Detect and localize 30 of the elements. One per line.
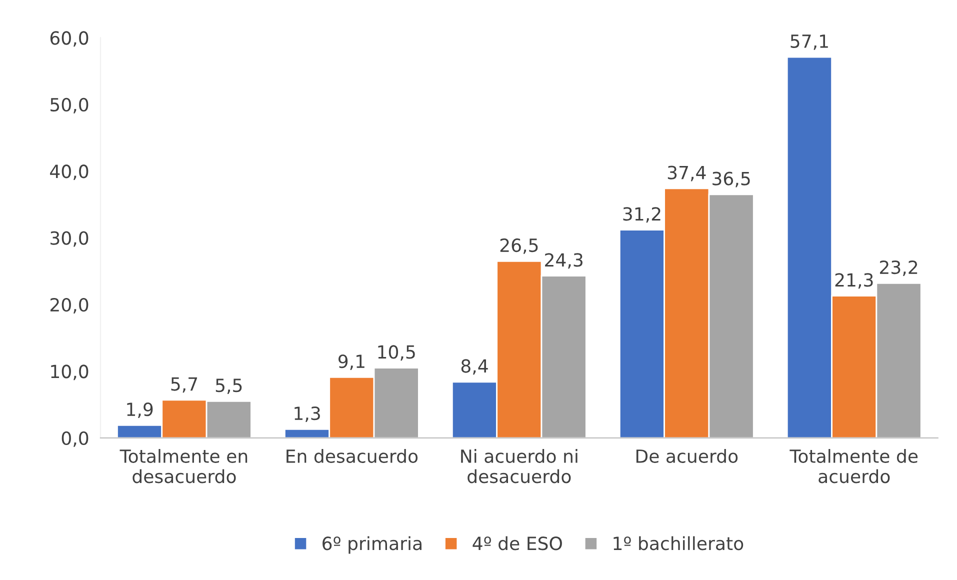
y-tick-label: 20,0 — [50, 298, 88, 314]
data-label: 5,7 — [171, 377, 198, 393]
y-tick-label: 40,0 — [50, 164, 88, 180]
data-label: 57,1 — [790, 34, 828, 50]
y-tick-label: 30,0 — [50, 231, 88, 247]
legend-label: 6º primaria — [322, 536, 422, 554]
legend-label: 4º de ESO — [472, 536, 562, 550]
data-label: 9,1 — [338, 354, 364, 370]
data-label: 10,5 — [378, 345, 415, 361]
data-label: 1,9 — [127, 402, 153, 418]
x-tick-label: Totalmente de acuerdo — [790, 449, 918, 484]
y-tick-label: 50,0 — [50, 98, 88, 114]
y-tick-label: 0,0 — [62, 431, 88, 447]
data-label: 37,4 — [668, 166, 706, 182]
x-tick-label: Ni acuerdo ni desacuerdo — [461, 449, 578, 484]
y-tick-label: 60,0 — [50, 31, 88, 47]
data-label: 21,3 — [835, 273, 873, 289]
data-label: 23,2 — [880, 260, 918, 276]
data-label: 26,5 — [500, 238, 538, 254]
data-label: 24,3 — [545, 253, 582, 269]
data-label: 36,5 — [712, 172, 750, 188]
y-tick-label: 10,0 — [51, 364, 88, 380]
x-tick-label: En desacuerdo — [286, 449, 418, 463]
x-tick-label: De acuerdo — [636, 449, 738, 463]
legend-label: 1º bachillerato — [614, 536, 744, 550]
data-label: 31,2 — [623, 207, 660, 223]
data-label: 5,5 — [216, 378, 242, 394]
data-label: 1,3 — [294, 406, 320, 422]
x-tick-label: Totalmente en desacuerdo — [120, 449, 248, 484]
data-label: 8,4 — [461, 359, 488, 375]
